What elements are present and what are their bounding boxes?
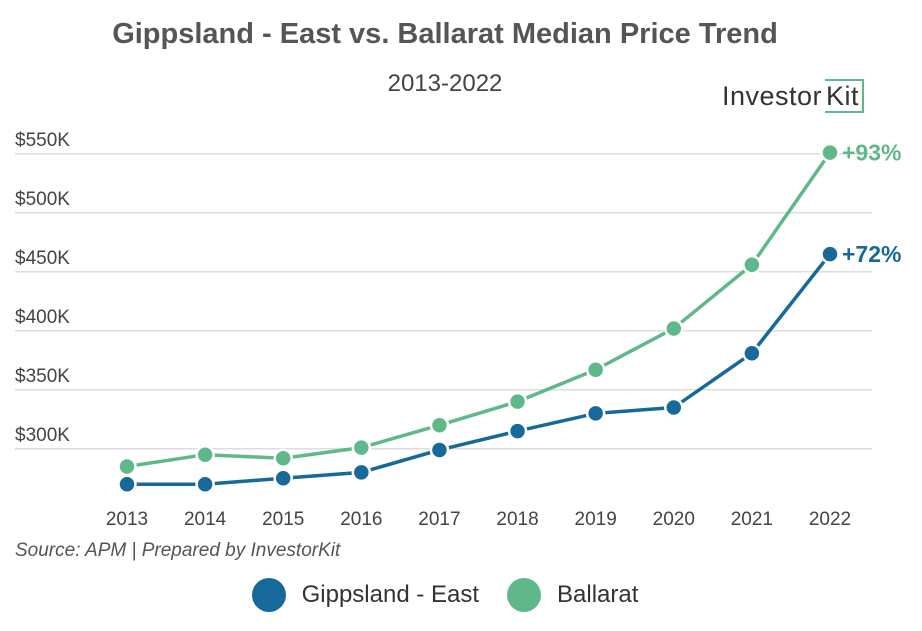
data-point-ballarat xyxy=(273,448,293,468)
y-tick-label: $500K xyxy=(15,189,70,210)
series-line-gippsland-east xyxy=(127,253,832,486)
source-note: Source: APM | Prepared by InvestorKit xyxy=(15,540,341,561)
data-point-gippsland-east xyxy=(429,440,450,460)
legend-item-ballarat[interactable]: Ballarat xyxy=(507,578,638,612)
y-tick-label: $550K xyxy=(15,130,70,151)
data-point-ballarat xyxy=(429,415,450,435)
data-point-ballarat xyxy=(117,456,137,477)
x-tick-label: 2022 xyxy=(809,509,851,530)
data-point-ballarat xyxy=(742,254,762,275)
data-point-gippsland-east xyxy=(273,468,293,489)
data-point-gippsland-east xyxy=(742,343,762,363)
y-tick-label: $400K xyxy=(15,307,70,328)
data-point-ballarat xyxy=(820,142,840,163)
x-tick-label: 2018 xyxy=(496,509,538,530)
legend-marker-gippsland-east xyxy=(251,578,286,612)
data-point-gippsland-east xyxy=(507,421,528,441)
x-tick-label: 2013 xyxy=(106,509,148,530)
logo-box-text: Kit xyxy=(825,79,865,113)
legend: Gippsland - East Ballarat xyxy=(0,578,890,612)
legend-label-ballarat: Ballarat xyxy=(557,581,639,608)
data-point-ballarat xyxy=(585,359,606,380)
data-point-gippsland-east xyxy=(117,474,137,494)
data-point-gippsland-east xyxy=(664,397,684,418)
end-label-gippsland-east: +72% xyxy=(842,241,901,267)
data-point-ballarat xyxy=(195,444,215,465)
legend-label-gippsland-east: Gippsland - East xyxy=(301,581,480,608)
x-tick-label: 2020 xyxy=(653,509,695,530)
data-point-ballarat xyxy=(507,391,528,412)
investorkit-logo: Investor Kit xyxy=(722,78,865,114)
y-tick-label: $450K xyxy=(15,248,70,269)
x-tick-label: 2019 xyxy=(575,509,617,530)
data-point-gippsland-east xyxy=(820,244,840,264)
x-tick-label: 2017 xyxy=(418,509,460,530)
data-point-ballarat xyxy=(664,318,684,339)
line-chart: $300K $350K $400K $450K $500K $550K 2013 2014 20… xyxy=(15,130,901,530)
chart-subtitle: 2013-2022 xyxy=(387,70,503,97)
legend-item-gippsland-east[interactable]: Gippsland - East xyxy=(251,578,480,612)
x-tick-label: 2014 xyxy=(184,509,227,530)
x-tick-label: 2016 xyxy=(340,509,382,530)
data-point-ballarat xyxy=(351,437,372,458)
legend-marker-ballarat xyxy=(507,578,542,612)
y-tick-label: $300K xyxy=(15,425,70,446)
x-tick-label: 2021 xyxy=(731,509,773,530)
data-point-gippsland-east xyxy=(585,403,606,424)
end-label-ballarat: +93% xyxy=(842,140,901,166)
chart-title: Gippsland - East vs. Ballarat Median Pri… xyxy=(112,18,778,50)
logo-text: Investor xyxy=(722,80,823,111)
data-point-gippsland-east xyxy=(351,462,372,483)
series-line-ballarat xyxy=(126,151,832,469)
y-tick-label: $350K xyxy=(15,366,70,387)
data-point-gippsland-east xyxy=(195,474,215,494)
x-tick-label: 2015 xyxy=(262,509,304,530)
